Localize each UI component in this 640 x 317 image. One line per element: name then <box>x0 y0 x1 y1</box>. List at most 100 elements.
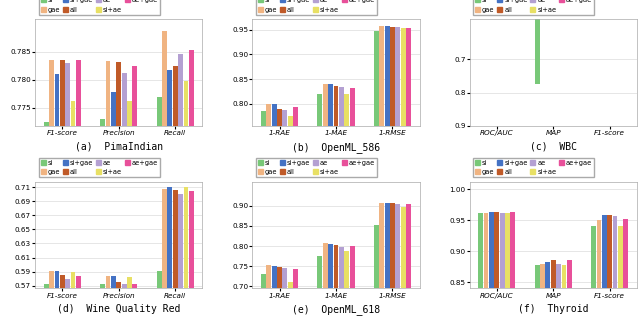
Bar <box>561 265 566 317</box>
Bar <box>157 271 161 317</box>
Bar <box>49 60 54 317</box>
Bar <box>277 109 282 317</box>
Bar <box>157 97 161 317</box>
Legend: si, gae, si+gae, all, ae, si+ae, ae+gae: si, gae, si+gae, all, ae, si+ae, ae+gae <box>256 0 377 15</box>
Bar <box>374 225 379 317</box>
Bar <box>511 212 515 317</box>
Bar <box>607 0 612 11</box>
Bar <box>344 251 349 317</box>
Bar <box>168 70 172 317</box>
Bar <box>106 276 111 317</box>
Legend: si, gae, si+gae, all, ae, si+ae, ae+gae: si, gae, si+gae, all, ae, si+ae, ae+gae <box>38 0 160 15</box>
Bar <box>385 26 390 317</box>
Bar <box>545 262 550 317</box>
Bar <box>612 0 618 9</box>
Bar <box>116 62 121 317</box>
Bar <box>178 194 183 317</box>
Bar <box>54 74 60 317</box>
Bar <box>396 27 400 317</box>
Bar <box>184 187 188 317</box>
X-axis label: (b)  OpenML_586: (b) OpenML_586 <box>292 142 380 152</box>
Bar <box>261 111 266 317</box>
Bar <box>344 94 349 317</box>
Bar <box>100 284 105 317</box>
Bar <box>44 122 49 317</box>
Bar <box>349 246 355 317</box>
Bar <box>328 244 333 317</box>
Legend: si, gae, si+gae, all, ae, si+ae, ae+gae: si, gae, si+gae, all, ae, si+ae, ae+gae <box>473 0 595 15</box>
Bar <box>70 272 76 317</box>
Bar <box>162 31 167 317</box>
Bar <box>390 203 395 317</box>
Bar <box>70 101 76 317</box>
Bar <box>54 271 60 317</box>
Bar <box>535 265 540 317</box>
Bar <box>494 0 499 8</box>
X-axis label: (d)  Wine Quality Red: (d) Wine Quality Red <box>57 304 180 314</box>
Bar <box>127 277 132 317</box>
Bar <box>288 116 292 317</box>
Bar <box>111 276 116 317</box>
Bar <box>489 212 494 317</box>
Bar <box>478 213 483 317</box>
Bar <box>173 190 178 317</box>
X-axis label: (e)  OpenML_618: (e) OpenML_618 <box>292 304 380 315</box>
Bar <box>380 203 384 317</box>
Bar <box>49 271 54 317</box>
Bar <box>401 207 406 317</box>
Bar <box>380 26 384 317</box>
Bar <box>484 213 488 317</box>
Bar <box>293 269 298 317</box>
Bar <box>618 226 623 317</box>
Bar <box>261 274 266 317</box>
Bar <box>122 283 127 317</box>
Bar <box>132 66 137 317</box>
Bar <box>293 107 298 317</box>
Bar <box>168 187 172 317</box>
Bar <box>500 213 504 317</box>
Legend: si, gae, si+gae, all, ae, si+ae, ae+gae: si, gae, si+gae, all, ae, si+ae, ae+gae <box>473 158 595 177</box>
Bar <box>396 204 400 317</box>
Bar <box>489 0 494 8</box>
Bar <box>333 86 339 317</box>
Bar <box>374 31 379 317</box>
Legend: si, gae, si+gae, all, ae, si+ae, ae+gae: si, gae, si+gae, all, ae, si+ae, ae+gae <box>38 158 160 177</box>
Bar <box>132 284 137 317</box>
Bar <box>612 217 618 317</box>
Bar <box>60 60 65 317</box>
Bar <box>323 243 328 317</box>
Bar <box>282 268 287 317</box>
Bar <box>162 189 167 317</box>
Bar <box>317 94 323 317</box>
Bar <box>349 87 355 317</box>
Bar <box>540 264 545 317</box>
Bar <box>401 28 406 317</box>
Bar <box>494 212 499 317</box>
Bar <box>272 266 276 317</box>
Bar <box>602 215 607 317</box>
Bar <box>505 213 510 317</box>
Bar <box>406 29 411 317</box>
Bar <box>511 0 515 8</box>
Bar <box>551 261 556 317</box>
Bar <box>184 81 188 317</box>
Bar <box>390 27 395 317</box>
Bar <box>556 264 561 317</box>
Bar <box>272 104 276 317</box>
Bar <box>535 0 540 83</box>
X-axis label: (f)  Thyroid: (f) Thyroid <box>518 304 589 314</box>
Bar <box>333 245 339 317</box>
Bar <box>328 84 333 317</box>
Bar <box>602 0 607 10</box>
Bar <box>277 268 282 317</box>
Bar <box>266 104 271 317</box>
Bar <box>607 215 612 317</box>
Bar <box>100 119 105 317</box>
Bar <box>122 73 127 317</box>
Bar <box>65 279 70 317</box>
Bar <box>596 220 602 317</box>
Bar <box>339 247 344 317</box>
Bar <box>339 87 344 317</box>
Bar <box>596 0 602 5</box>
Bar <box>60 275 65 317</box>
